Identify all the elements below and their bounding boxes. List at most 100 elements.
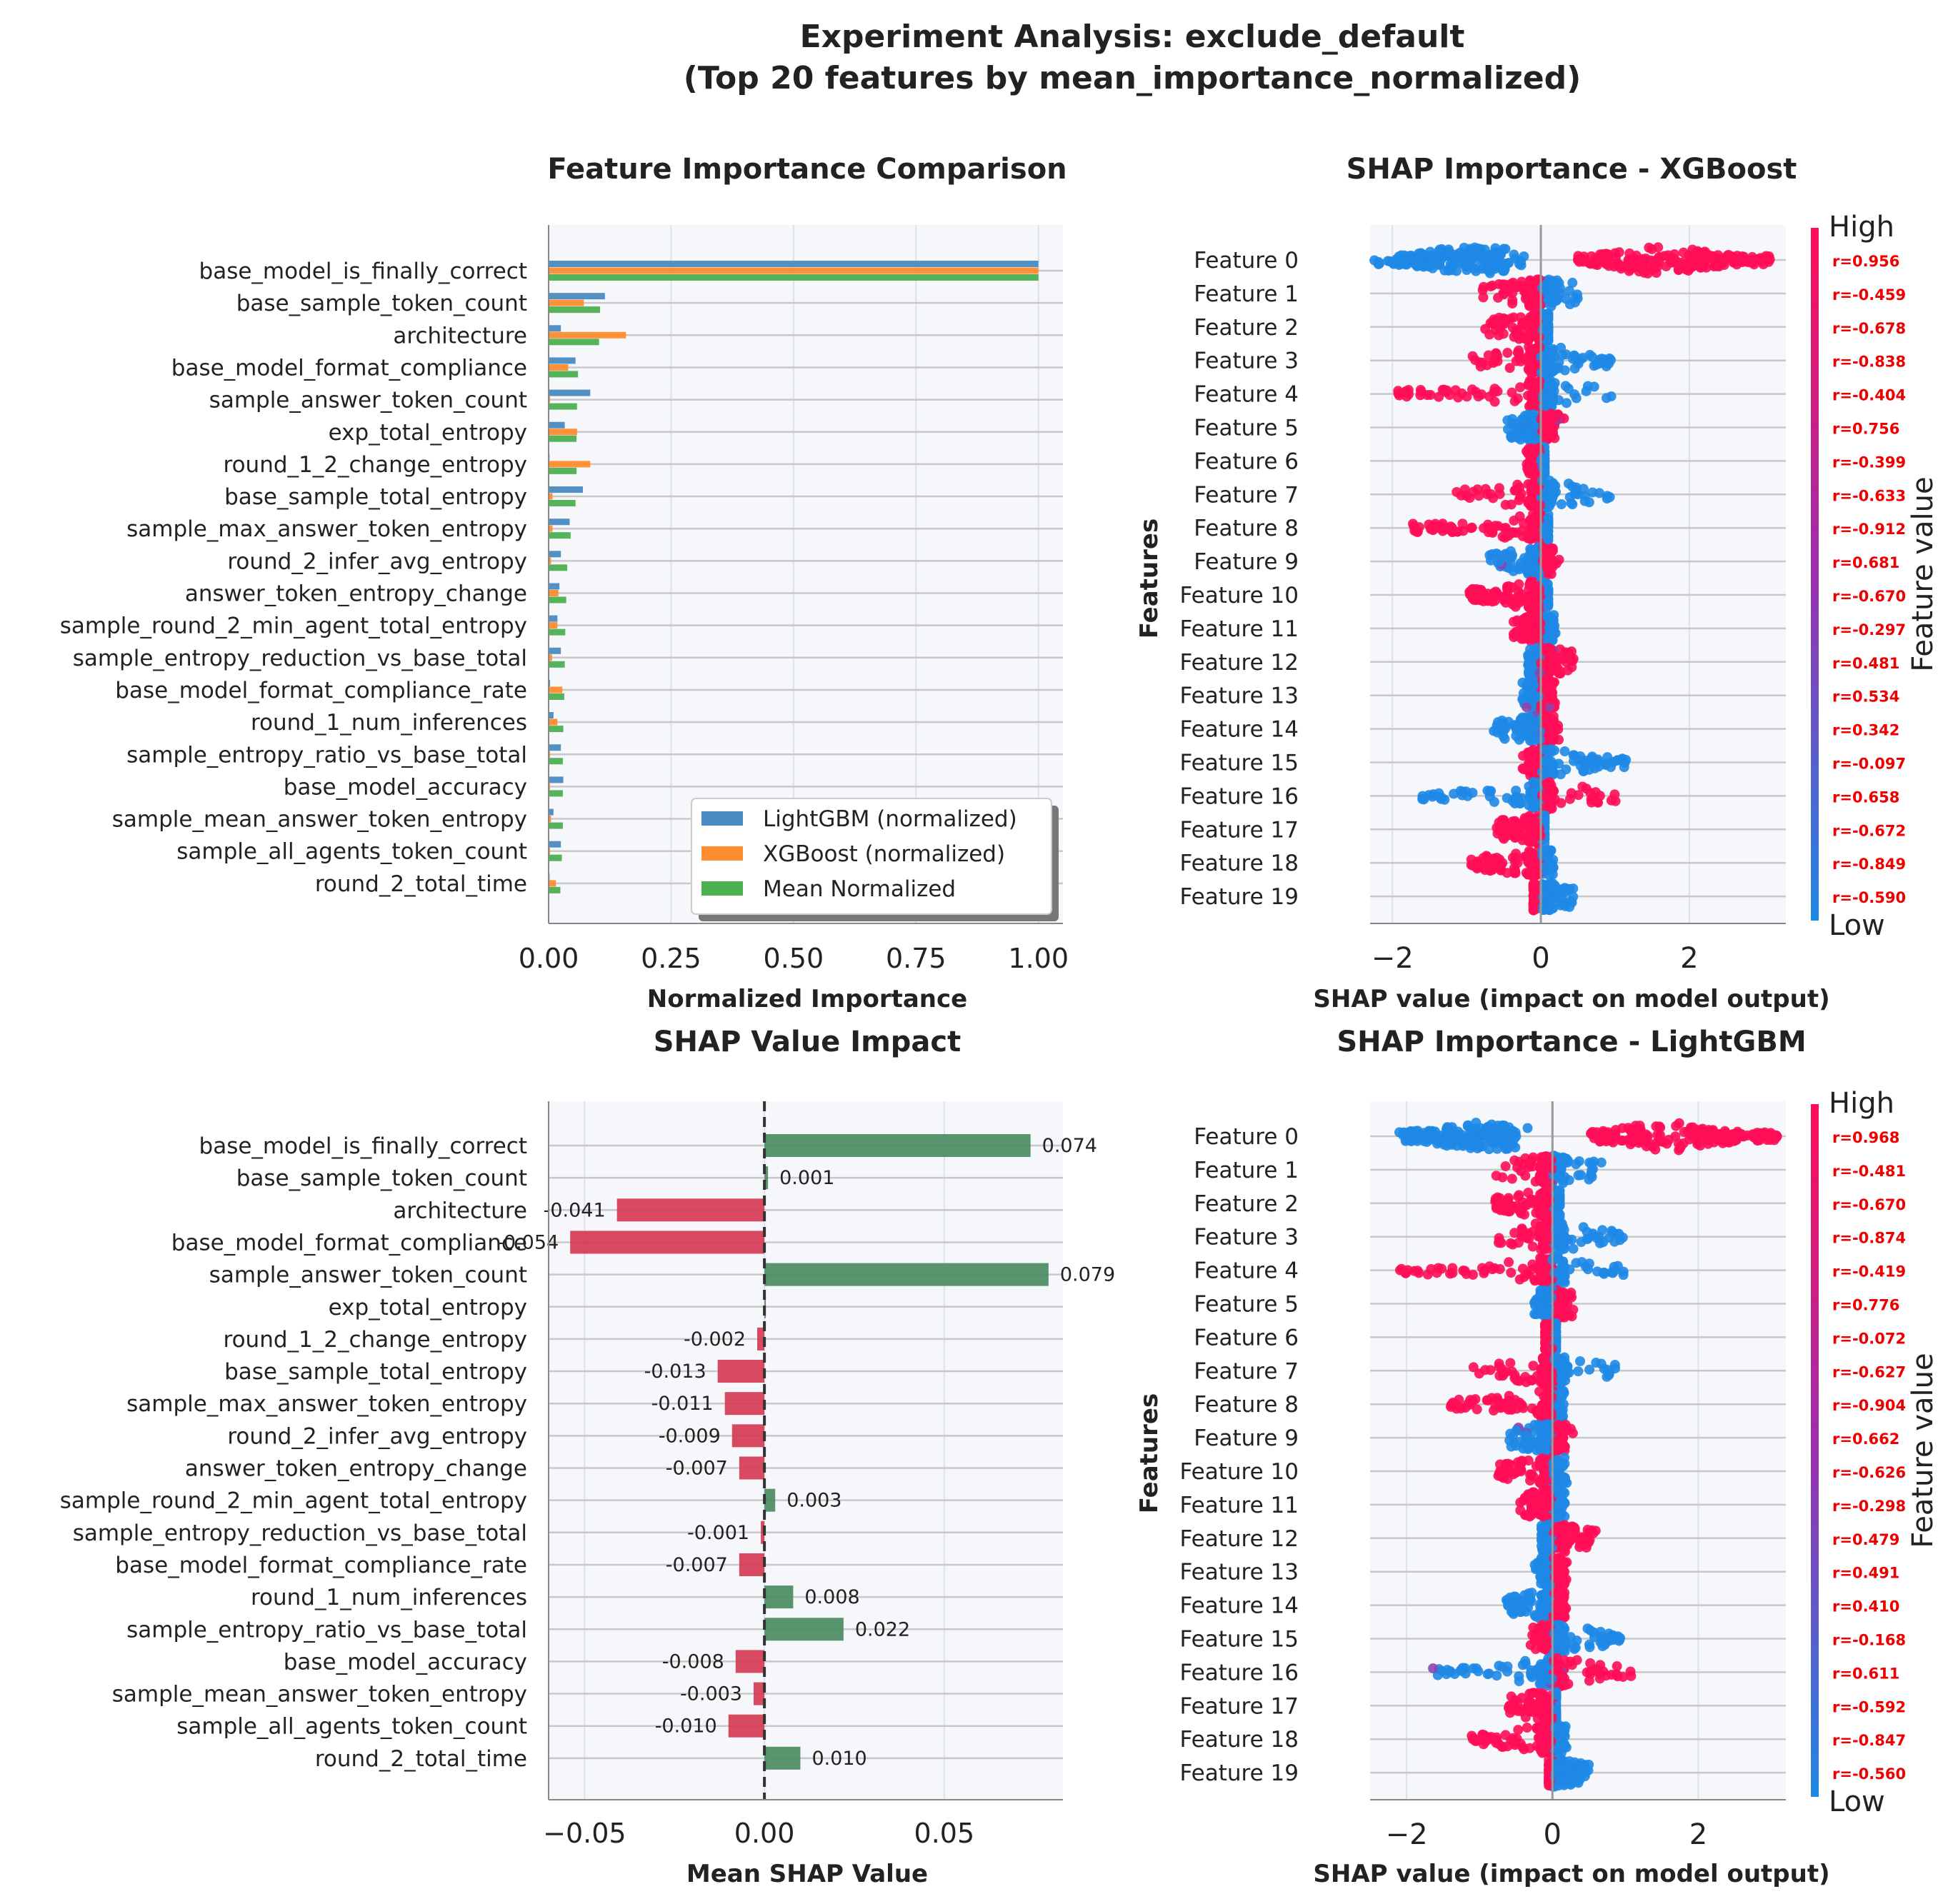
bar-negative — [728, 1714, 765, 1738]
shap-point — [1427, 1126, 1437, 1136]
shap-point — [1457, 256, 1467, 267]
feature-label: Feature 11 — [1180, 1493, 1299, 1518]
shap-point — [1606, 391, 1617, 401]
feature-label: architecture — [393, 323, 527, 349]
feature-label: sample_entropy_ratio_vs_base_total — [126, 1617, 527, 1643]
correlation-label: r=-0.912 — [1832, 521, 1906, 538]
bar-lightgbm — [549, 261, 1039, 267]
shap-point — [1662, 1138, 1672, 1149]
shap-point — [1528, 884, 1539, 895]
shap-point — [1472, 244, 1482, 255]
x-tick-label: 0.25 — [641, 943, 701, 974]
shap-point — [1548, 344, 1559, 354]
feature-label: Feature 0 — [1194, 1124, 1299, 1150]
shap-point — [1533, 691, 1544, 702]
bar-mean — [549, 790, 563, 797]
value-label: 0.022 — [855, 1618, 910, 1640]
shap-point — [1568, 1243, 1579, 1254]
value-label: -0.002 — [684, 1328, 746, 1351]
shap-point — [1609, 789, 1620, 800]
feature-label: Feature 3 — [1194, 1225, 1299, 1251]
feature-label: Feature 10 — [1180, 583, 1299, 608]
shap-point — [1516, 256, 1527, 267]
shap-point — [1524, 350, 1534, 361]
shap-point — [1547, 687, 1557, 698]
shap-point — [1510, 721, 1521, 731]
feature-label: Feature 0 — [1194, 248, 1299, 274]
shap-point — [1642, 261, 1653, 271]
bar-positive — [764, 1746, 801, 1770]
shap-point — [1523, 652, 1534, 663]
bar-mean — [549, 564, 568, 571]
shap-point — [1432, 1268, 1442, 1278]
bar-positive — [764, 1618, 844, 1641]
shap-point — [1556, 1163, 1567, 1174]
shap-point — [1415, 249, 1426, 260]
shap-point — [1688, 1122, 1699, 1133]
shap-point — [1591, 1358, 1602, 1368]
shap-point — [1538, 1400, 1549, 1411]
shap-point — [1572, 293, 1583, 304]
shap-point — [1627, 1134, 1638, 1145]
shap-point — [1468, 1132, 1479, 1143]
bar-xgboost — [549, 461, 591, 468]
feature-label: round_2_infer_avg_entropy — [227, 1423, 527, 1449]
shap-point — [1542, 1209, 1552, 1220]
feature-importance-panel: Feature Importance Comparison Normalized… — [60, 153, 1069, 1013]
correlation-label: r=0.481 — [1832, 655, 1899, 672]
shap-point — [1507, 1404, 1517, 1415]
feature-label: Feature 5 — [1194, 1292, 1299, 1318]
shap-point — [1587, 1171, 1597, 1182]
value-label: 0.003 — [786, 1490, 841, 1512]
feature-label: Feature 2 — [1194, 315, 1299, 341]
value-label: 0.001 — [779, 1167, 834, 1189]
shap-point — [1473, 253, 1484, 264]
shap-point — [1589, 1156, 1599, 1167]
bar-xgboost — [549, 493, 553, 500]
shap-point — [1484, 523, 1494, 534]
shap-point — [1672, 256, 1683, 267]
bar-lightgbm — [549, 518, 570, 526]
shap-point — [1547, 557, 1557, 568]
shap-point — [1503, 1193, 1514, 1203]
shap-point — [1523, 1455, 1534, 1466]
correlation-label: r=-0.626 — [1832, 1464, 1906, 1481]
bar-mean — [549, 628, 566, 636]
bar-xgboost — [549, 364, 569, 371]
shap-point — [1522, 566, 1533, 577]
correlation-label: r=-0.627 — [1832, 1363, 1906, 1381]
shap-point — [1482, 360, 1492, 371]
shap-point — [1549, 620, 1560, 631]
bar-mean — [549, 661, 565, 668]
feature-label: Feature 4 — [1194, 382, 1299, 408]
shap-point — [1479, 244, 1490, 255]
shap-point — [1539, 1465, 1549, 1476]
shap-point — [1425, 389, 1436, 400]
shap-point — [1552, 1251, 1563, 1262]
shap-point — [1567, 1234, 1577, 1245]
shap-point — [1566, 896, 1577, 907]
shap-point — [1567, 354, 1578, 364]
shap-point — [1673, 265, 1684, 276]
shap-point — [1490, 243, 1501, 254]
shap-point — [1499, 1201, 1509, 1212]
shap-point — [1531, 633, 1542, 644]
feature-label: sample_round_2_min_agent_total_entropy — [60, 1488, 527, 1514]
shap-point — [1557, 1356, 1567, 1367]
shap-point — [1479, 865, 1490, 876]
shap-point — [1642, 1131, 1653, 1141]
shap-point — [1653, 242, 1664, 253]
shap-point — [1459, 249, 1470, 259]
shap-point — [1502, 1143, 1513, 1154]
shap-point — [1592, 797, 1603, 808]
shap-point — [1477, 389, 1487, 400]
shap-point — [1486, 488, 1497, 499]
feature-label: Feature 9 — [1194, 1426, 1299, 1451]
feature-label: round_1_2_change_entropy — [224, 1327, 527, 1353]
shap-point — [1374, 259, 1384, 269]
shap-xgboost-title: SHAP Importance - XGBoost — [1347, 153, 1797, 186]
shap-point — [1496, 865, 1507, 876]
correlation-label: r=-0.590 — [1832, 889, 1906, 906]
legend-label: Mean Normalized — [763, 876, 956, 902]
shap-point — [1547, 882, 1557, 893]
